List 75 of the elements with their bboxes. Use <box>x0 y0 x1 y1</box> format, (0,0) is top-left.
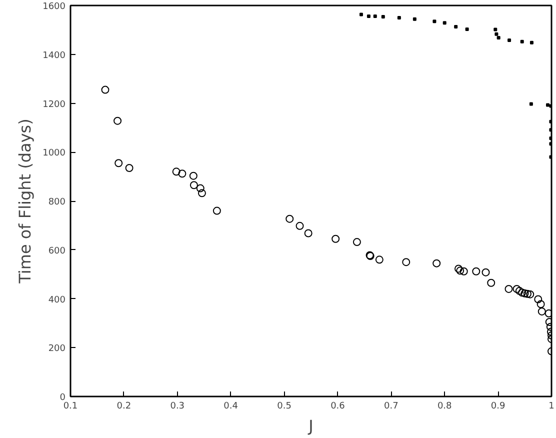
x-tick-label: 0.6 <box>330 402 346 412</box>
point <box>172 168 180 176</box>
point <box>460 267 468 276</box>
point <box>286 214 294 223</box>
y-axis-title: Time of Flight (days) <box>16 118 35 284</box>
point <box>332 234 340 243</box>
point <box>178 170 186 178</box>
x-tick-label: 1 <box>548 402 554 412</box>
point <box>114 159 123 168</box>
point <box>520 289 529 298</box>
point <box>296 222 304 230</box>
y-tick-label: 200 <box>48 344 66 354</box>
point <box>504 284 513 293</box>
point <box>366 14 370 18</box>
point <box>482 268 490 276</box>
point <box>212 206 221 215</box>
point <box>518 288 526 297</box>
point <box>373 14 377 18</box>
point <box>534 295 542 304</box>
point <box>198 189 206 198</box>
y-tick-label: 600 <box>48 246 66 256</box>
point <box>114 116 122 125</box>
point <box>472 267 480 276</box>
point <box>454 25 458 29</box>
x-tick-label: 0.4 <box>224 402 238 412</box>
point <box>523 290 532 298</box>
point <box>538 307 546 316</box>
point <box>101 86 110 94</box>
y-tick-label: 1400 <box>42 50 66 61</box>
point <box>375 256 384 264</box>
point <box>529 102 533 106</box>
point <box>190 181 198 190</box>
x-tick-label: 0.8 <box>437 402 452 412</box>
y-tick-label: 1000 <box>42 148 66 159</box>
point <box>546 103 550 107</box>
point <box>544 309 552 318</box>
x-tick-label: 0.7 <box>384 402 398 412</box>
point <box>494 28 498 32</box>
x-tick-label: 0.3 <box>170 402 185 412</box>
point <box>412 17 416 21</box>
point <box>402 258 410 266</box>
point <box>536 300 545 308</box>
point <box>381 14 385 18</box>
point <box>442 21 446 25</box>
x-tick-label: 0.5 <box>277 402 292 412</box>
y-tick-label: 1600 <box>42 2 66 12</box>
y-tick-label: 400 <box>48 295 66 306</box>
point <box>465 27 469 31</box>
point <box>454 264 463 273</box>
y-tick-label: 800 <box>48 198 66 208</box>
x-tick-label: 0.9 <box>490 402 506 412</box>
point <box>520 40 524 44</box>
point <box>352 238 361 246</box>
point <box>196 184 204 192</box>
y-tick-label: 1200 <box>42 100 66 110</box>
point <box>496 36 500 40</box>
point <box>432 20 436 24</box>
point <box>494 32 498 36</box>
point <box>526 290 534 298</box>
x-tick-label: 0.1 <box>63 402 78 412</box>
point <box>508 38 512 42</box>
point <box>487 278 496 287</box>
point <box>512 284 521 293</box>
point <box>432 259 441 268</box>
point <box>397 16 401 20</box>
point <box>125 164 134 172</box>
point <box>189 172 198 180</box>
x-tick-label: 0.2 <box>116 402 132 412</box>
point <box>530 40 534 44</box>
point <box>359 12 363 16</box>
point <box>304 229 312 238</box>
point <box>456 266 464 275</box>
point <box>515 286 524 295</box>
x-axis-title: J <box>308 416 314 436</box>
y-tick-label: 0 <box>60 393 66 403</box>
